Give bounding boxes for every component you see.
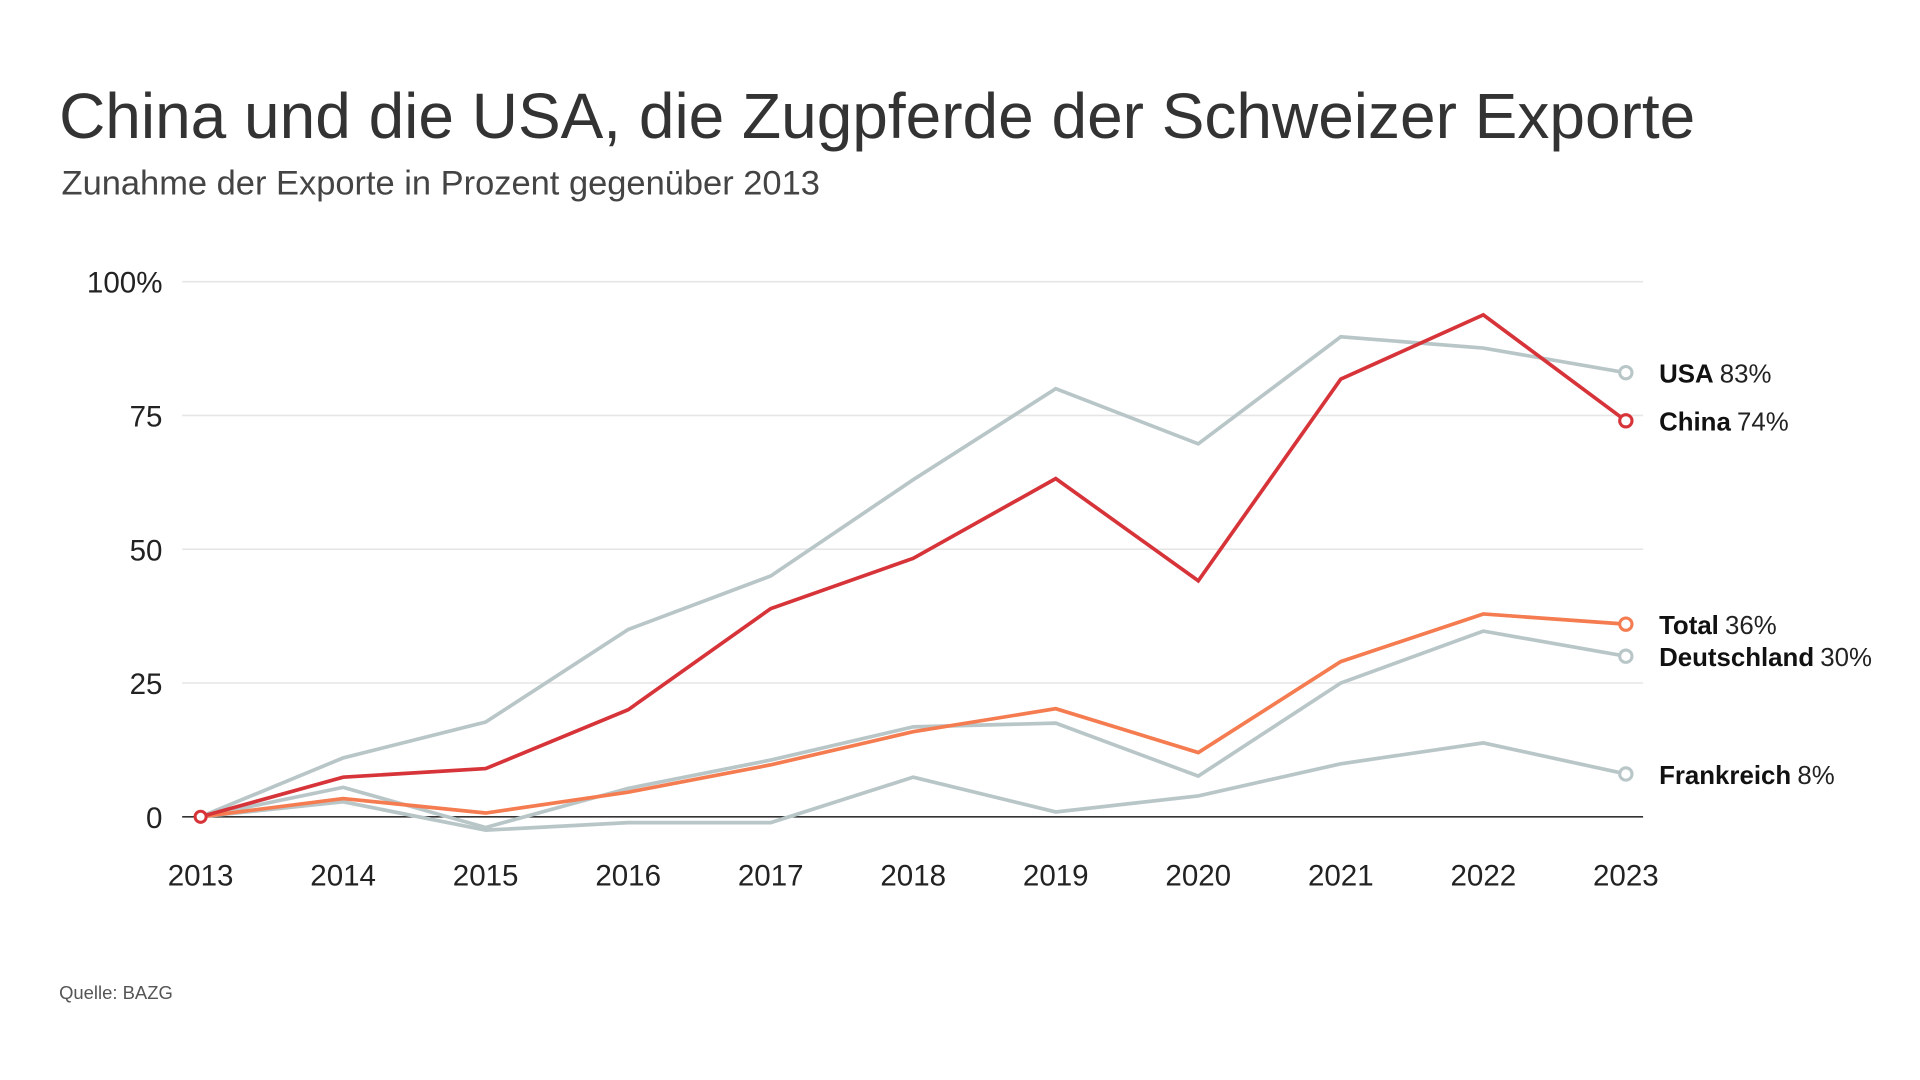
x-tick-label: 2017 <box>738 860 804 893</box>
x-tick-label: 2014 <box>310 860 376 893</box>
end-marker <box>1618 413 1634 429</box>
y-tick-label: 75 <box>130 401 163 434</box>
source-note: Quelle: BAZG <box>59 982 173 1003</box>
end-marker <box>1618 364 1634 381</box>
end-label: China 74% <box>1659 409 1789 437</box>
x-tick-label: 2022 <box>1450 860 1516 893</box>
end-label: USA 83% <box>1659 360 1771 388</box>
x-axis: 2013 2014 2015 2016 2017 2018 2019 2020 2021 2022… <box>168 860 1659 893</box>
x-tick-label: 2020 <box>1165 860 1231 893</box>
series-line <box>200 741 1627 832</box>
y-tick-label: 0 <box>146 802 162 835</box>
end-marker <box>1618 766 1634 782</box>
x-tick-label: 2013 <box>168 860 234 893</box>
series-frankreich <box>200 741 1634 832</box>
end-label: Deutschland 30% <box>1659 644 1872 672</box>
series-total <box>200 612 1634 819</box>
x-tick-label: 2018 <box>880 860 946 893</box>
start-marker <box>193 809 208 824</box>
series-lines <box>193 312 1634 832</box>
x-tick-label: 2015 <box>453 860 519 893</box>
gridlines <box>182 280 1644 818</box>
series-labels: USA 83% Deutschland 30% Frankreich 8% Total 36%… <box>1659 360 1872 789</box>
end-label: Frankreich 8% <box>1659 762 1835 790</box>
x-tick-label: 2021 <box>1308 860 1374 893</box>
end-marker <box>1618 616 1634 632</box>
y-axis: 0 25 50 75 100% <box>87 267 163 835</box>
series-line <box>199 334 1627 819</box>
x-tick-label: 2019 <box>1023 860 1089 893</box>
x-tick-label: 2016 <box>595 860 661 893</box>
chart-subtitle: Zunahme der Exporte in Prozent gegenüber… <box>62 164 820 202</box>
y-tick-label: 25 <box>130 668 163 701</box>
series-line <box>200 629 1627 830</box>
series-usa <box>199 334 1634 819</box>
end-label: Total 36% <box>1659 612 1777 640</box>
chart-title: China und die USA, die Zugpferde der Sch… <box>59 80 1695 152</box>
y-tick-label: 100% <box>87 267 163 300</box>
series-line <box>200 612 1626 819</box>
y-tick-label: 50 <box>130 534 163 567</box>
series-deutschland <box>200 629 1634 830</box>
end-marker <box>1618 648 1634 664</box>
series-line <box>200 312 1627 819</box>
series-china <box>200 312 1634 819</box>
x-tick-label: 2023 <box>1593 860 1659 893</box>
